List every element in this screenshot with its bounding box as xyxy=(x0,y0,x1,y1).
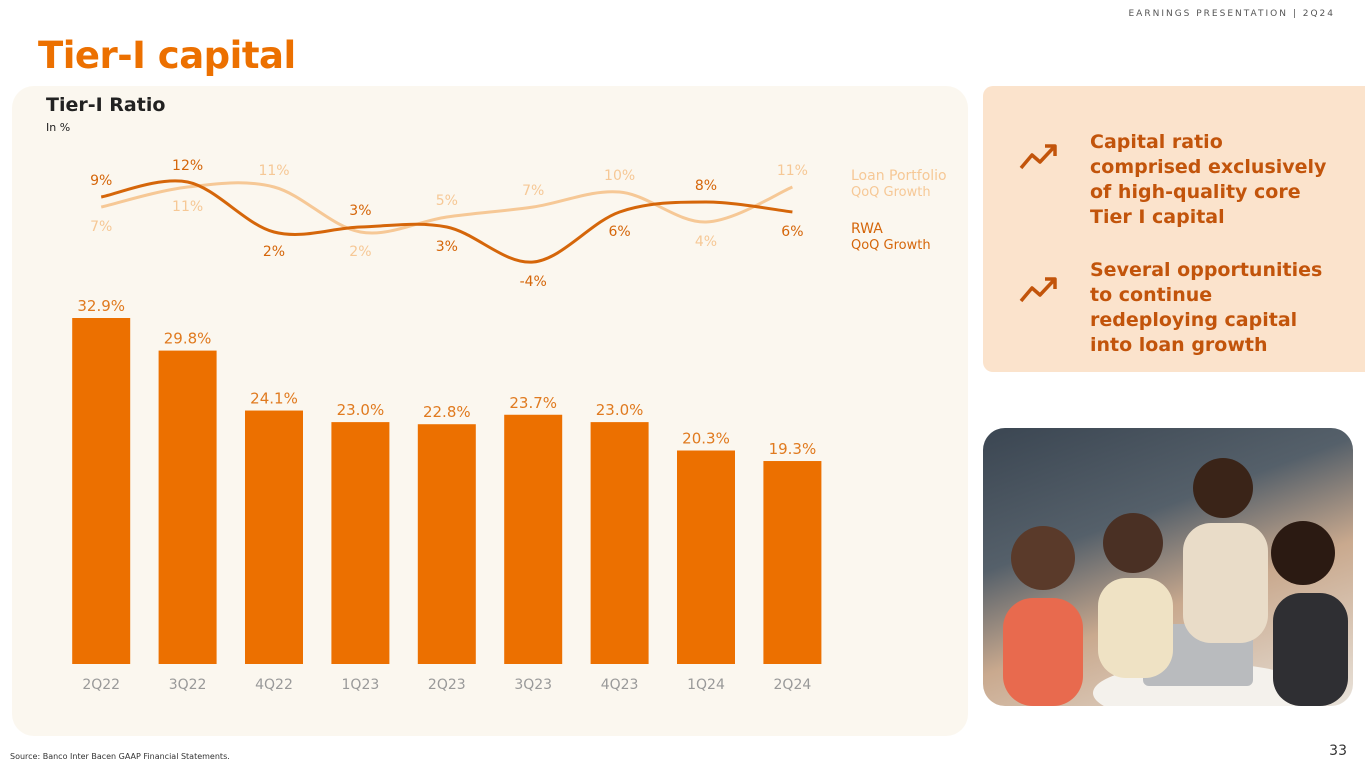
growth-line xyxy=(100,181,793,235)
bullet-text: Capital ratio comprised exclusively of h… xyxy=(1090,131,1327,228)
line-value-label: 11% xyxy=(777,163,808,179)
trend-icon xyxy=(1019,277,1057,303)
bar xyxy=(158,350,217,664)
bar-value-label: 29.8% xyxy=(164,330,212,348)
bar xyxy=(331,422,390,664)
line-value-label: 6% xyxy=(781,224,803,240)
x-tick-label: 4Q22 xyxy=(255,677,293,693)
team-photo xyxy=(983,428,1353,706)
line-value-label: 8% xyxy=(695,178,717,194)
line-value-label: 4% xyxy=(695,234,717,250)
bar xyxy=(72,318,131,664)
line-value-label: 2% xyxy=(263,244,285,260)
line-value-label: 7% xyxy=(522,183,544,199)
line-value-label: 11% xyxy=(258,163,289,179)
line-value-label: 11% xyxy=(172,199,203,215)
chart: Tier-I Ratio In % 32.9% 2Q22 29.8% 3Q22 24.1… xyxy=(46,94,947,693)
chart-title: Tier-I Ratio xyxy=(46,94,165,116)
highlight-panel xyxy=(983,86,1365,372)
legend-label: Loan Portfolio xyxy=(851,168,947,184)
bar xyxy=(677,450,735,664)
x-tick-label: 3Q23 xyxy=(514,677,552,693)
x-tick-label: 4Q23 xyxy=(601,677,639,693)
bar-value-label: 20.3% xyxy=(682,430,730,448)
bar-value-label: 19.3% xyxy=(769,440,817,458)
bar xyxy=(417,424,476,664)
page-number: 33 xyxy=(1329,743,1347,759)
legend-description: QoQ Growth xyxy=(851,185,931,200)
bar-value-label: 23.0% xyxy=(596,401,644,419)
bar xyxy=(763,461,822,664)
x-tick-label: 2Q24 xyxy=(774,677,812,693)
trend-icon xyxy=(1019,144,1057,170)
line-value-label: 9% xyxy=(90,173,112,189)
line-value-label: 10% xyxy=(604,168,635,184)
bar-value-label: 23.0% xyxy=(337,401,385,419)
bar xyxy=(504,414,563,664)
bar-value-label: 22.8% xyxy=(423,403,471,421)
x-tick-label: 2Q23 xyxy=(428,677,466,693)
line-value-label: 6% xyxy=(608,224,630,240)
line-value-label: -4% xyxy=(520,274,547,290)
bullet-text: Several opportunities to continue redepl… xyxy=(1090,259,1323,356)
slide-title: Tier-I capital xyxy=(38,34,296,77)
line-value-label: 7% xyxy=(90,219,112,235)
bar-value-label: 23.7% xyxy=(509,394,557,412)
x-tick-label: 1Q24 xyxy=(687,677,725,693)
x-tick-label: 1Q23 xyxy=(342,677,380,693)
bar xyxy=(245,410,303,664)
bar-value-label: 32.9% xyxy=(77,297,125,315)
chart-subtitle: In % xyxy=(46,121,70,134)
line-value-label: 2% xyxy=(349,244,371,260)
line-value-label: 3% xyxy=(436,239,458,255)
growth-line xyxy=(100,179,793,264)
x-tick-label: 2Q22 xyxy=(82,677,120,693)
line-value-label: 5% xyxy=(436,193,458,209)
legend-label: RWA xyxy=(851,221,883,237)
bar xyxy=(590,422,649,664)
bar-value-label: 24.1% xyxy=(250,390,298,408)
x-tick-label: 3Q22 xyxy=(169,677,207,693)
photo-illustration xyxy=(1003,458,1348,706)
legend-description: QoQ Growth xyxy=(851,238,931,253)
line-value-label: 3% xyxy=(349,203,371,219)
header-tag: EARNINGS PRESENTATION | 2Q24 xyxy=(1128,9,1335,19)
line-value-label: 12% xyxy=(172,158,203,174)
source-note: Source: Banco Inter Bacen GAAP Financial… xyxy=(10,752,230,761)
